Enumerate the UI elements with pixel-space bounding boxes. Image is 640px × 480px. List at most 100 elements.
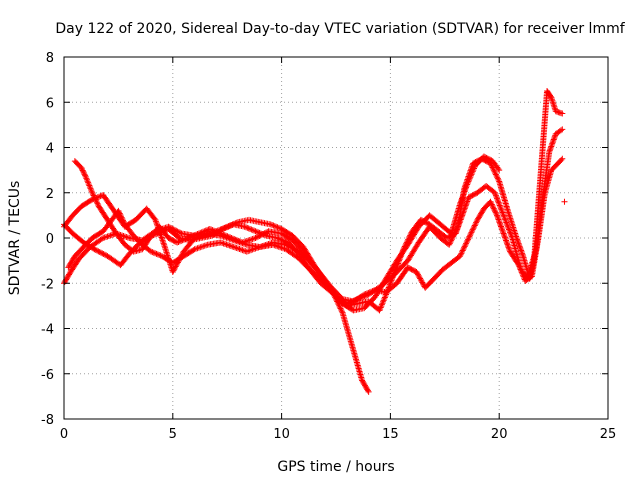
data-point bbox=[463, 239, 470, 246]
data-point bbox=[558, 127, 564, 134]
data-point bbox=[496, 219, 503, 226]
data-point bbox=[148, 248, 155, 255]
data-point bbox=[381, 294, 388, 301]
data-point bbox=[507, 229, 514, 236]
data-point bbox=[505, 226, 512, 233]
data-point bbox=[223, 232, 230, 239]
data-point bbox=[488, 200, 495, 207]
data-point bbox=[468, 171, 475, 178]
data-point bbox=[489, 202, 496, 209]
data-point bbox=[155, 229, 162, 236]
data-point bbox=[470, 166, 477, 173]
data-point bbox=[187, 233, 194, 240]
data-point bbox=[417, 275, 424, 282]
data-point bbox=[92, 196, 99, 203]
x-tick-label: 25 bbox=[600, 427, 617, 442]
data-point bbox=[81, 171, 88, 178]
data-point bbox=[460, 208, 467, 215]
data-point bbox=[558, 156, 565, 163]
data-point bbox=[170, 267, 177, 274]
data-point bbox=[499, 209, 506, 216]
axis-ticks: 0 5 10 15 20 25 -8 -6 -4 -2 0 2 4 6 8 bbox=[41, 51, 616, 442]
x-tick-label: 0 bbox=[60, 427, 68, 442]
series-track-2 bbox=[61, 126, 566, 314]
data-point bbox=[547, 144, 554, 151]
data-point bbox=[82, 173, 89, 180]
data-point bbox=[492, 170, 499, 177]
data-point bbox=[204, 227, 211, 234]
data-point bbox=[176, 238, 183, 245]
data-point bbox=[118, 214, 125, 221]
data-point bbox=[201, 228, 208, 235]
data-point bbox=[89, 191, 96, 198]
data-point bbox=[492, 171, 499, 178]
data-point bbox=[488, 201, 495, 208]
data-point bbox=[497, 205, 504, 212]
data-point bbox=[447, 239, 454, 245]
data-point bbox=[101, 234, 108, 241]
data-point bbox=[259, 231, 266, 238]
data-point bbox=[417, 276, 424, 283]
data-point bbox=[473, 218, 480, 225]
data-point bbox=[378, 301, 385, 308]
data-point bbox=[514, 260, 521, 267]
data-point bbox=[221, 225, 228, 232]
data-points bbox=[61, 87, 568, 395]
data-point bbox=[152, 218, 159, 225]
data-point bbox=[86, 182, 93, 189]
data-point bbox=[365, 388, 372, 395]
data-point bbox=[559, 110, 566, 117]
data-point bbox=[507, 230, 514, 237]
data-point bbox=[228, 235, 235, 241]
data-point bbox=[146, 233, 153, 240]
data-point bbox=[223, 224, 230, 231]
data-point bbox=[493, 172, 500, 179]
data-point bbox=[501, 213, 508, 220]
data-point bbox=[171, 266, 178, 273]
data-point bbox=[218, 226, 225, 233]
data-point bbox=[152, 216, 159, 223]
data-point bbox=[490, 167, 497, 174]
data-point bbox=[91, 193, 98, 200]
data-point bbox=[465, 235, 472, 241]
data-point bbox=[150, 249, 157, 256]
data-point bbox=[232, 244, 239, 251]
data-point bbox=[177, 229, 184, 236]
data-point bbox=[67, 260, 74, 267]
data-point bbox=[251, 227, 258, 234]
data-point bbox=[465, 236, 472, 243]
data-point bbox=[95, 248, 102, 255]
data-point bbox=[361, 291, 368, 298]
data-point bbox=[364, 290, 371, 297]
data-point bbox=[475, 215, 482, 222]
data-point bbox=[245, 225, 252, 232]
data-point bbox=[379, 300, 386, 307]
data-point bbox=[466, 175, 473, 182]
data-point bbox=[380, 298, 387, 305]
data-point bbox=[462, 187, 469, 194]
data-point bbox=[463, 182, 470, 189]
data-point bbox=[88, 186, 95, 193]
data-point bbox=[492, 209, 499, 216]
data-point bbox=[459, 247, 466, 254]
data-point bbox=[515, 262, 522, 269]
data-point bbox=[414, 270, 421, 277]
data-point bbox=[495, 199, 502, 206]
data-point bbox=[258, 243, 265, 250]
data-point bbox=[462, 202, 469, 209]
data-point bbox=[390, 271, 397, 278]
data-point bbox=[504, 223, 511, 230]
data-point bbox=[389, 276, 396, 283]
data-point bbox=[99, 250, 106, 257]
data-point bbox=[225, 233, 232, 240]
data-point bbox=[490, 204, 497, 211]
data-point bbox=[491, 189, 498, 196]
data-point bbox=[225, 223, 232, 230]
data-point bbox=[494, 196, 501, 203]
data-point bbox=[519, 270, 526, 277]
data-point bbox=[416, 274, 423, 281]
data-point bbox=[66, 271, 73, 278]
data-point bbox=[175, 229, 182, 236]
data-point bbox=[387, 278, 394, 285]
y-axis-label: SDTVAR / TECUs bbox=[7, 181, 23, 296]
